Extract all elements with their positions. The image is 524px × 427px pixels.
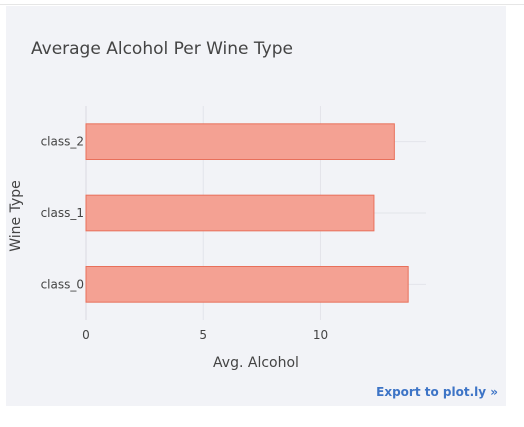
y-tick-label: class_0 — [41, 277, 84, 291]
x-tick-label: 5 — [199, 328, 207, 342]
bar-class_1[interactable] — [85, 194, 375, 232]
bar-class_2[interactable] — [85, 123, 395, 161]
y-axis-title: Wine Type — [8, 180, 24, 252]
x-axis-title: Avg. Alcohol — [213, 355, 299, 371]
x-tick-label: 0 — [82, 328, 90, 342]
bar-class_0[interactable] — [85, 266, 409, 303]
chart-title: Average Alcohol Per Wine Type — [31, 39, 293, 59]
top-divider — [0, 4, 524, 5]
export-to-plotly-link[interactable]: Export to plot.ly » — [376, 385, 498, 399]
chart-panel: Average Alcohol Per Wine Type 0 5 10 class… — [6, 6, 506, 406]
y-tick-label: class_1 — [41, 206, 84, 220]
x-tick-label: 10 — [313, 328, 328, 342]
x-tick-labels: 0 5 10 — [82, 328, 328, 342]
y-tick-labels: class_0 class_1 class_2 — [41, 135, 84, 292]
bars — [85, 123, 409, 303]
y-tick-label: class_2 — [41, 135, 84, 149]
